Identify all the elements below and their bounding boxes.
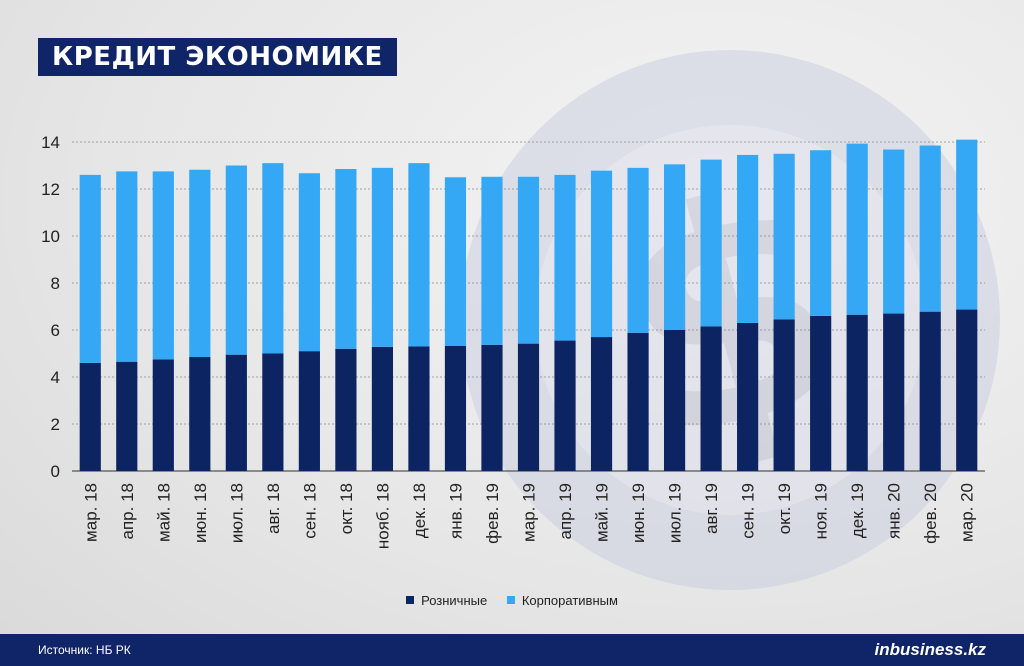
bar-retail [79,362,101,471]
bar-corporate [846,143,868,315]
bar-corporate [883,149,905,314]
y-tick-label: 10 [41,227,60,246]
bar-corporate [116,171,138,362]
bar-corporate [444,177,467,346]
bar-corporate [152,171,174,360]
bar-retail [883,313,905,471]
bar-corporate [627,167,649,333]
legend-swatch-retail [406,596,415,604]
y-tick-label: 2 [51,415,60,434]
y-tick-label: 8 [51,274,60,293]
bar-corporate [225,165,247,355]
bar-retail [408,346,430,471]
bars [79,139,978,471]
bar-corporate [371,167,394,347]
page-title: КРЕДИТ ЭКОНОМИКЕ [38,38,397,76]
bar-corporate [189,169,211,358]
x-tick-label: нояб. 18 [373,483,392,549]
bar-retail [481,344,503,471]
y-tick-label: 0 [51,462,60,481]
bar-retail [554,340,576,471]
y-tick-label: 14 [41,133,60,152]
bar-retail [737,322,759,471]
bar-retail [371,346,394,471]
bar-corporate [919,145,941,312]
bar-corporate [298,173,320,352]
bar-corporate [737,154,759,323]
bar-retail [810,315,832,471]
legend-label-corporate: Корпоративным [521,592,618,608]
bar-retail [590,337,613,471]
bar-corporate [810,150,832,316]
legend-item-corporate: Корпоративным [506,592,618,608]
bar-retail [262,353,284,471]
bar-corporate [79,174,101,363]
x-tick-label: май. 19 [593,483,612,542]
bar-retail [189,357,211,471]
bar-retail [956,309,978,471]
x-tick-label: сен. 19 [739,483,758,539]
bar-retail [517,343,540,471]
bar-corporate [700,159,722,327]
x-tick-label: июн. 19 [629,483,648,543]
y-tick-label: 4 [51,368,60,387]
bar-retail [335,348,357,471]
bar-retail [773,319,795,471]
bar-corporate [554,174,576,341]
bar-retail [919,311,941,471]
x-tick-label: сен. 18 [300,483,319,539]
bar-retail [444,345,467,471]
bar-retail [225,354,247,471]
bar-corporate [517,176,540,344]
y-tick-label: 12 [41,180,60,199]
x-tick-label: фев. 20 [921,483,940,544]
bar-retail [298,351,320,471]
x-tick-label: дек. 18 [410,483,429,538]
bar-corporate [663,164,686,330]
bar-retail [152,359,174,471]
x-tick-label: июл. 18 [227,483,246,543]
x-tick-label: апр. 19 [556,483,575,539]
bar-corporate [590,170,613,338]
x-axis: мар. 18 апр. 18 май. 18 июн. 18 июл. 18 авг. … [81,483,976,549]
bar-corporate [408,163,430,347]
source-text: Источник: НБ РК [38,643,131,657]
x-tick-label: апр. 18 [118,483,137,539]
x-tick-label: июн. 18 [191,483,210,543]
x-tick-label: авг. 19 [702,483,721,534]
x-tick-label: ноя. 19 [812,483,831,539]
x-tick-label: окт. 19 [775,483,794,534]
legend-item-retail: Розничные [406,593,487,608]
bar-retail [700,326,722,471]
bar-corporate [335,169,357,349]
footer: Источник: НБ РК inbusiness.kz [0,634,1024,666]
bar-retail [846,314,868,471]
x-tick-label: июл. 19 [666,483,685,543]
x-tick-label: мар. 20 [958,483,977,542]
bar-retail [627,332,649,471]
x-tick-label: окт. 18 [337,483,356,534]
watermark-dollar: $ [460,50,1000,590]
x-tick-label: фев. 19 [483,483,502,544]
bar-retail [663,330,686,471]
brand-logo[interactable]: inbusiness.kz [874,640,986,659]
legend-label-retail: Розничные [421,592,488,608]
legend: Розничные Корпоративным [0,592,1024,608]
y-axis: 0 2 4 6 8 10 12 14 [41,133,60,481]
legend-swatch-corporate [506,596,515,604]
x-tick-label: авг. 18 [264,483,283,534]
x-tick-label: мар. 19 [520,483,539,542]
x-tick-label: янв. 19 [446,483,465,539]
bar-corporate [956,139,978,310]
bar-retail [116,361,138,471]
x-tick-label: янв. 20 [885,483,904,539]
bar-corporate [481,176,503,345]
bar-corporate [262,163,284,354]
bar-corporate [773,153,795,320]
y-tick-label: 6 [51,321,60,340]
x-tick-label: дек. 19 [848,483,867,538]
x-tick-label: мар. 18 [81,483,100,542]
x-tick-label: май. 18 [154,483,173,542]
